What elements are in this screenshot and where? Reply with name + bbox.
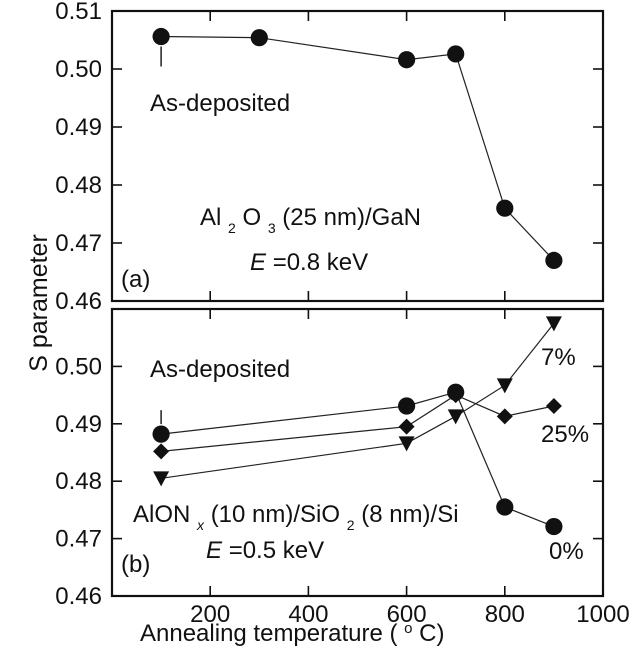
bottom-ytick-label-0: 0.46: [55, 583, 102, 610]
top-as-deposited-label: As-deposited: [150, 90, 290, 117]
top-sample-label: Al 2 O 3 (25 nm)/GaN: [200, 204, 421, 236]
bottom-sample-subx: x: [196, 517, 205, 533]
top-series-0-point-1: [250, 29, 268, 47]
bottom-xtick-label-0: 200: [190, 601, 230, 628]
top-ytick-label-5: 0.51: [55, 0, 102, 25]
top-series-0-point-0: [152, 27, 170, 46]
bottom-series-1-point-2: [447, 387, 464, 404]
x-axis-label-sup: o: [404, 620, 412, 637]
top-sample-sub1: 2: [228, 220, 236, 236]
series-label-0pct: 0%: [549, 538, 584, 565]
top-series-layer: [152, 27, 563, 269]
bottom-series-2-point-3: [496, 378, 513, 394]
bottom-sample-sub2: 2: [347, 517, 355, 533]
bottom-series-1-point-1: [398, 418, 415, 435]
bottom-energy-label: E =0.5 keV: [206, 537, 324, 564]
x-axis-label: Annealing temperature ( o C): [140, 620, 445, 648]
x-axis-label-main: Annealing temperature (: [140, 620, 397, 647]
top-ytick-label-3: 0.49: [55, 114, 102, 141]
bottom-panel-label: (b): [121, 551, 150, 578]
bottom-plot-frame: [110, 307, 605, 598]
bottom-sample-prefix: AlON: [133, 501, 190, 528]
top-series-0-point-5: [545, 251, 563, 269]
top-panel: 0.46 0.47 0.48 0.49 0.50 0.51 As-deposited Al…: [55, 0, 605, 315]
bottom-ytick-label-4: 0.50: [55, 353, 102, 380]
bottom-sample-middle: (10 nm)/SiO: [211, 501, 340, 528]
bottom-panel: 0.46 0.47 0.48 0.49 0.50 200 400 600 800 1000 As-…: [55, 307, 630, 628]
bottom-series-2-point-4: [545, 316, 562, 332]
bottom-series-2-point-2: [447, 409, 464, 425]
bottom-energy-value: =0.5 keV: [229, 537, 324, 564]
bottom-ticks-layer: 0.46 0.47 0.48 0.49 0.50 200 400 600 800 1000: [55, 309, 630, 628]
bottom-series-0-point-3: [496, 498, 514, 516]
top-sample-suffix: (25 nm)/GaN: [282, 204, 421, 231]
top-series-0-point-4: [496, 199, 514, 217]
bottom-ytick-label-3: 0.49: [55, 411, 102, 438]
bottom-ytick-label-1: 0.47: [55, 526, 102, 553]
bottom-xtick-label-1: 400: [288, 601, 328, 628]
bottom-series-0-point-4: [545, 517, 563, 536]
series-label-7pct: 7%: [541, 344, 576, 371]
top-ytick-label-0: 0.46: [55, 288, 102, 315]
bottom-series-2-point-0: [153, 471, 170, 487]
bottom-series-1-point-4: [545, 398, 562, 415]
bottom-series-line-2: [161, 322, 555, 479]
top-series-0-point-3: [447, 45, 465, 63]
top-series-0-point-2: [398, 51, 416, 69]
top-ytick-label-2: 0.48: [55, 172, 102, 199]
bottom-series-0-point-0: [152, 425, 170, 443]
bottom-series-1-point-0: [153, 443, 170, 460]
bottom-series-0-point-1: [398, 397, 416, 415]
bottom-xtick-label-4: 1000: [576, 601, 629, 628]
top-sample-sub2: 3: [268, 220, 276, 236]
bottom-ytick-label-2: 0.48: [55, 468, 102, 495]
top-ytick-label-4: 0.50: [55, 56, 102, 83]
bottom-as-deposited-label: As-deposited: [150, 356, 290, 383]
bottom-sample-suffix: (8 nm)/Si: [361, 501, 458, 528]
bottom-energy-symbol: E: [206, 537, 223, 564]
series-label-25pct: 25%: [541, 421, 589, 448]
bottom-series-2-point-1: [398, 436, 415, 452]
top-energy-symbol: E: [250, 249, 267, 276]
top-ytick-label-1: 0.47: [55, 230, 102, 257]
bottom-xtick-label-2: 600: [387, 601, 427, 628]
bottom-xtick-label-3: 800: [485, 601, 525, 628]
bottom-series-1-point-3: [496, 408, 513, 425]
top-sample-prefix: Al: [200, 204, 221, 231]
bottom-sample-label: AlON x (10 nm)/SiO 2 (8 nm)/Si: [133, 501, 459, 533]
x-axis-label-tail: C): [419, 620, 444, 647]
bottom-series-layer: [152, 316, 563, 536]
top-sample-middle: O: [242, 204, 261, 231]
top-energy-label: E =0.8 keV: [250, 249, 368, 276]
top-plot-frame: [110, 9, 605, 303]
y-axis-label: S parameter: [25, 234, 53, 372]
bottom-series-line-1: [161, 394, 555, 452]
top-series-line-0: [161, 35, 555, 261]
top-panel-label: (a): [121, 266, 150, 293]
top-energy-value: =0.8 keV: [273, 249, 368, 276]
top-ticks-layer: 0.46 0.47 0.48 0.49 0.50 0.51: [55, 0, 604, 315]
